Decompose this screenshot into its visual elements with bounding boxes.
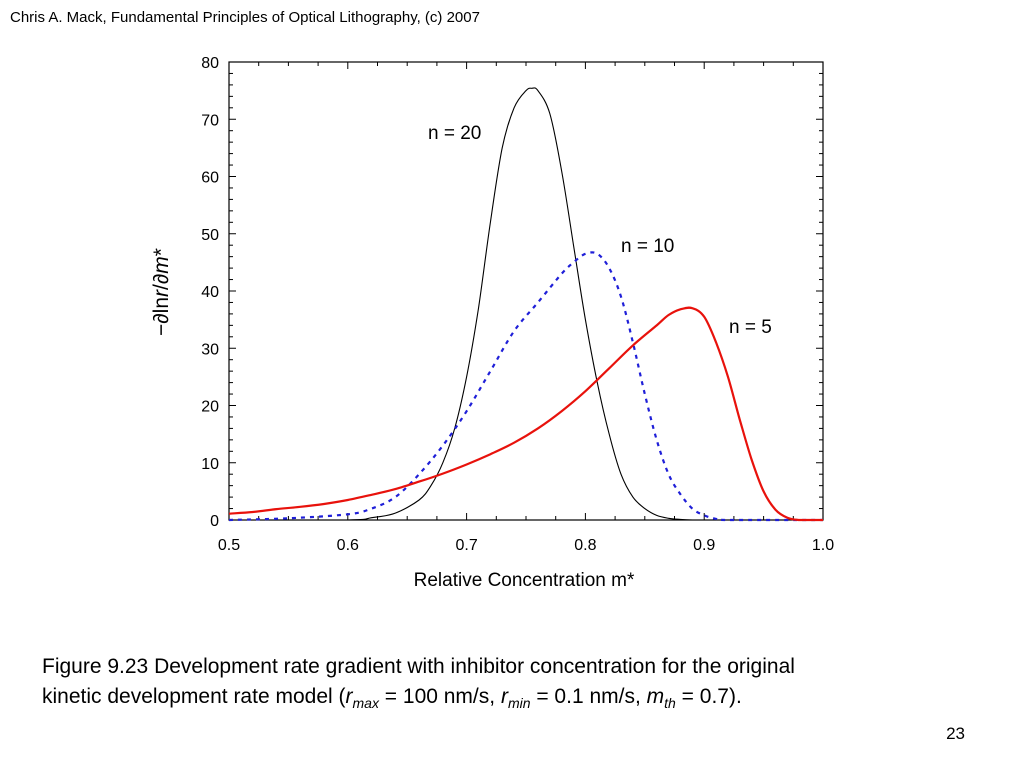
r-min-symbol: r	[500, 685, 508, 708]
development-rate-gradient-chart: 0.5 0.6 0.7 0.8 0.9 1.0 0 10 20 30 40 50 60 70 80 Rel…	[150, 55, 834, 591]
caption-line-2: kinetic development rate model (rmax = 1…	[42, 682, 992, 712]
m-th-symbol: m	[646, 685, 665, 708]
y-tick-label: 40	[201, 284, 219, 301]
caption-text: kinetic development rate model (	[42, 685, 346, 708]
tick-marks	[228, 61, 824, 521]
y-axis-title-partial: ∂	[150, 274, 173, 284]
x-tick-label: 0.6	[337, 537, 359, 554]
series-lines	[228, 87, 823, 522]
series-label-n10: n = 10	[621, 236, 674, 257]
series-label-n5: n = 5	[729, 317, 772, 338]
caption-line-1: Figure 9.23 Development rate gradient wi…	[42, 655, 795, 678]
m-th-subscript: th	[664, 695, 676, 712]
x-tick-label: 0.5	[218, 537, 240, 554]
y-tick-labels: 0 10 20 30 40 50 60 70 80	[201, 55, 219, 530]
series-line-n20	[229, 87, 823, 521]
y-tick-label: 10	[201, 456, 219, 473]
figure-caption: Figure 9.23 Development rate gradient wi…	[42, 652, 992, 712]
x-tick-label: 1.0	[812, 537, 834, 554]
copyright-header: Chris A. Mack, Fundamental Principles of…	[10, 9, 480, 26]
y-tick-label: 30	[201, 341, 219, 358]
y-axis-title-m: m	[150, 256, 173, 274]
page-number: 23	[946, 724, 965, 743]
r-min-value: = 0.1 nm/s,	[530, 685, 647, 708]
r-max-subscript: max	[352, 695, 379, 712]
y-tick-label: 80	[201, 55, 219, 72]
m-th-value: = 0.7).	[675, 685, 742, 708]
y-tick-label: 20	[201, 399, 219, 416]
r-max-symbol: r	[345, 685, 353, 708]
plot-frame	[228, 61, 824, 521]
x-axis-title: Relative Concentration m*	[414, 570, 635, 591]
y-axis-title-r: r	[150, 289, 173, 297]
y-tick-label: 50	[201, 227, 219, 244]
y-axis-title-minus: −	[150, 324, 173, 336]
series-label-n20: n = 20	[428, 123, 481, 144]
r-min-subscript: min	[507, 695, 531, 712]
x-tick-label: 0.9	[693, 537, 715, 554]
x-tick-label: 0.8	[574, 537, 596, 554]
y-axis-title-slash: /	[150, 284, 173, 290]
x-tick-labels: 0.5 0.6 0.7 0.8 0.9 1.0	[218, 537, 834, 554]
x-tick-label: 0.7	[455, 537, 477, 554]
r-max-value: = 100 nm/s,	[378, 685, 501, 708]
y-axis-title-partial: ∂	[150, 313, 173, 323]
series-line-n10	[228, 251, 823, 522]
y-axis-title-ln: ln	[150, 297, 173, 313]
y-axis-title: −∂lnr/∂m*	[150, 248, 173, 336]
y-tick-label: 0	[210, 513, 219, 530]
y-tick-label: 60	[201, 170, 219, 187]
y-tick-label: 70	[201, 112, 219, 129]
y-axis-title-star: *	[150, 248, 173, 256]
series-line-n5	[228, 306, 823, 522]
